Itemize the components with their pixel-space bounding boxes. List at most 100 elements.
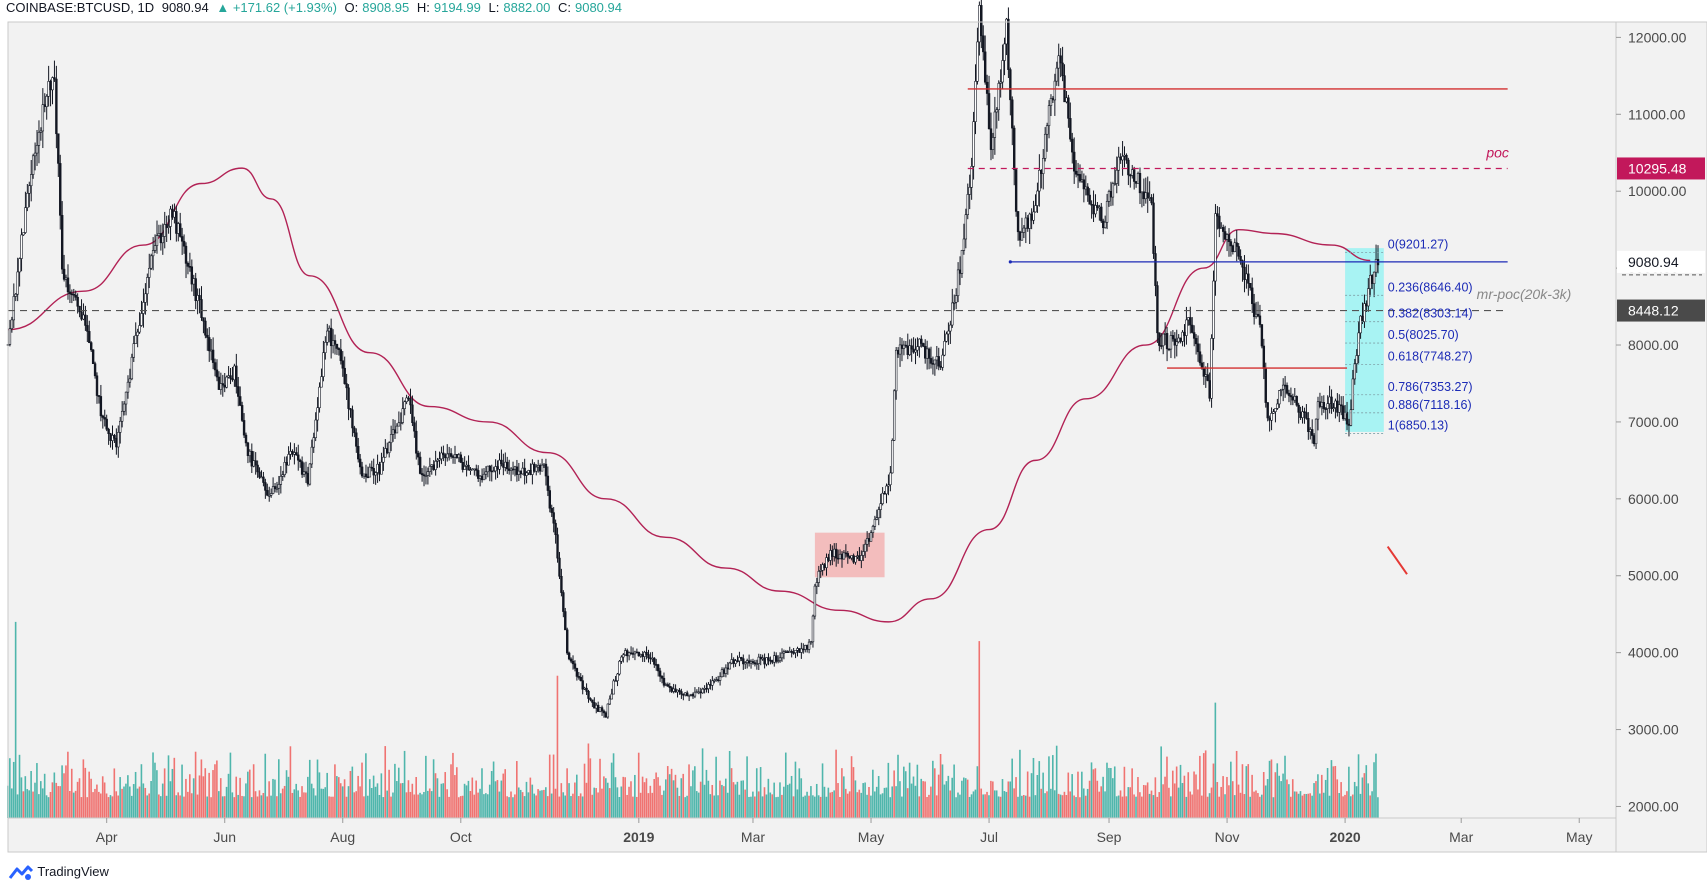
candle-body bbox=[362, 473, 366, 477]
fib-level-label: 0(9201.27) bbox=[1388, 238, 1448, 252]
volume-bar bbox=[1197, 789, 1199, 818]
candle-body bbox=[161, 236, 165, 244]
candle-body bbox=[1191, 324, 1194, 333]
candle-body bbox=[641, 654, 644, 657]
candle-body bbox=[1088, 194, 1091, 205]
candle-body bbox=[833, 548, 836, 557]
candle-body bbox=[1260, 324, 1264, 347]
volume-bar bbox=[649, 785, 652, 818]
volume-bar bbox=[705, 769, 708, 818]
candle-body bbox=[355, 432, 358, 447]
candle-body bbox=[59, 163, 62, 216]
candle-body bbox=[1169, 335, 1173, 350]
volume-bar bbox=[1077, 771, 1079, 818]
volume-bar bbox=[939, 754, 942, 818]
candle-body bbox=[761, 657, 764, 660]
candle-body bbox=[1177, 337, 1180, 343]
volume-bar bbox=[18, 754, 21, 818]
candle-body bbox=[1262, 345, 1266, 369]
candle-body bbox=[1074, 170, 1078, 175]
volume-bar bbox=[291, 792, 294, 818]
candle-body bbox=[626, 650, 629, 657]
volume-bar bbox=[57, 786, 60, 818]
fib-level-label: 0.5(8025.70) bbox=[1388, 328, 1459, 342]
candle-body bbox=[792, 652, 795, 654]
volume-bar bbox=[806, 791, 808, 818]
candle-body bbox=[275, 487, 279, 490]
volume-bar bbox=[678, 795, 681, 818]
volume-bar bbox=[988, 795, 990, 818]
volume-bar bbox=[485, 793, 487, 818]
candle-body bbox=[331, 340, 335, 347]
candle-body bbox=[687, 694, 691, 697]
candle-body bbox=[1202, 368, 1206, 377]
volume-bar bbox=[1084, 795, 1087, 818]
volume-bar bbox=[901, 796, 903, 818]
candle-body bbox=[790, 650, 793, 653]
volume-bar bbox=[1009, 781, 1012, 818]
candle-body bbox=[122, 403, 126, 412]
candle-body bbox=[376, 463, 379, 473]
candle-body bbox=[39, 130, 43, 133]
volume-bar bbox=[1299, 791, 1302, 818]
candle-body bbox=[107, 428, 110, 435]
candle-body bbox=[1328, 396, 1331, 404]
candle-body bbox=[1032, 211, 1035, 221]
volume-bar bbox=[734, 784, 737, 818]
volume-bar bbox=[357, 775, 359, 818]
candle-body bbox=[1198, 351, 1202, 364]
fib-level-label: 0.886(7118.16) bbox=[1388, 398, 1472, 412]
price-chart[interactable]: 0(9201.27) 0.236(8646.40) 0.382(8303.14) 0.… bbox=[0, 0, 1707, 860]
volume-bar bbox=[1115, 796, 1118, 818]
volume-bar bbox=[686, 795, 688, 818]
volume-bar bbox=[697, 792, 700, 818]
plot-background bbox=[8, 22, 1616, 852]
volume-bar bbox=[674, 774, 677, 818]
volume-bar bbox=[1137, 777, 1139, 818]
candle-body bbox=[656, 664, 660, 672]
volume-bar bbox=[1187, 772, 1190, 818]
volume-bar bbox=[924, 781, 926, 818]
volume-bar bbox=[378, 794, 381, 818]
volume-bar bbox=[121, 788, 123, 818]
candle-body bbox=[475, 468, 478, 471]
candle-body bbox=[1355, 355, 1358, 364]
volume-bar bbox=[84, 767, 87, 818]
candle-body bbox=[1051, 98, 1055, 101]
candle-body bbox=[70, 293, 74, 296]
candle-body bbox=[740, 657, 743, 660]
candle-body bbox=[182, 240, 186, 247]
candle-body bbox=[1185, 319, 1188, 336]
x-tick-label: Jul bbox=[980, 829, 998, 845]
volume-bar bbox=[1245, 766, 1248, 818]
volume-bar bbox=[347, 786, 350, 818]
volume-bar bbox=[916, 764, 919, 818]
volume-bar bbox=[970, 794, 973, 818]
candle-body bbox=[449, 453, 453, 457]
volume-bar bbox=[610, 762, 613, 818]
candle-body bbox=[14, 293, 17, 297]
tradingview-brand[interactable]: TradingView bbox=[37, 864, 109, 879]
volume-bar bbox=[1158, 792, 1161, 818]
candle-body bbox=[1148, 197, 1151, 199]
candle-body bbox=[1225, 234, 1229, 240]
volume-bar bbox=[70, 768, 73, 818]
candle-body bbox=[1103, 221, 1107, 229]
candle-body bbox=[1179, 337, 1182, 342]
volume-bar bbox=[701, 748, 704, 818]
y-tick-label: 3000.00 bbox=[1628, 722, 1679, 738]
candle-body bbox=[800, 648, 803, 653]
candle-body bbox=[989, 128, 993, 150]
volume-bar bbox=[1127, 787, 1130, 818]
symbol-label[interactable]: COINBASE:BTCUSD, 1D bbox=[6, 0, 155, 15]
volume-bar bbox=[798, 768, 801, 818]
volume-bar bbox=[465, 785, 468, 818]
volume-bar bbox=[1288, 784, 1290, 818]
candle-body bbox=[157, 233, 161, 236]
candle-body bbox=[1332, 407, 1335, 409]
candle-body bbox=[1140, 191, 1144, 194]
candle-body bbox=[364, 473, 368, 478]
candle-body bbox=[488, 465, 492, 472]
volume-bar bbox=[1280, 781, 1282, 818]
volume-bar bbox=[980, 788, 983, 818]
